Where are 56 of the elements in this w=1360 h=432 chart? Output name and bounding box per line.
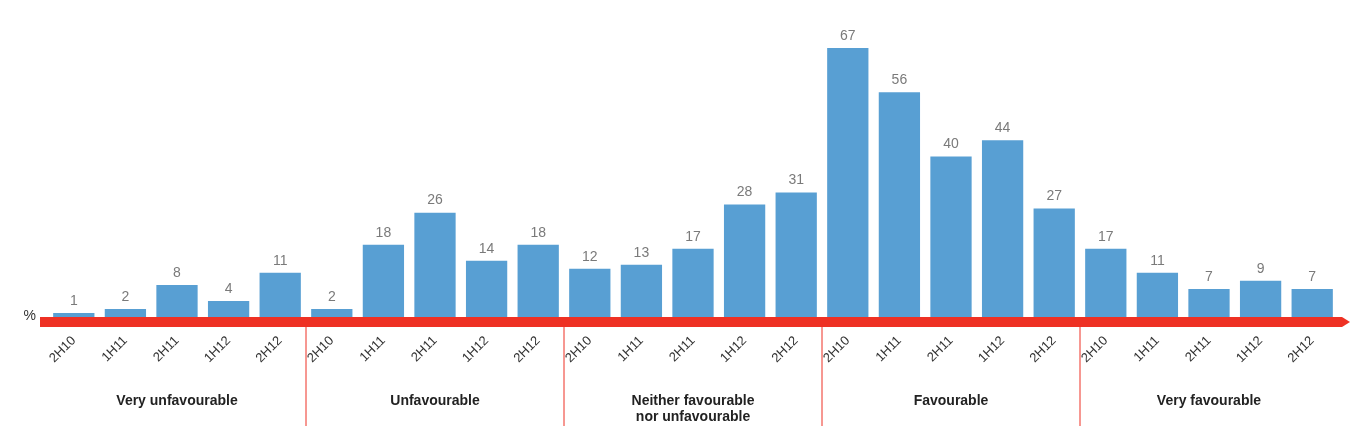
data-label: 12 <box>582 247 598 264</box>
bar <box>311 308 353 317</box>
text: Unfavourable <box>390 391 480 408</box>
bar <box>104 308 147 317</box>
bar <box>517 244 559 317</box>
data-label: 40 <box>943 135 959 152</box>
data-label: 7 <box>1308 267 1317 284</box>
bar <box>827 48 869 317</box>
data-label: 26 <box>427 191 443 208</box>
bar <box>775 192 817 317</box>
bar <box>723 204 766 317</box>
data-label: 44 <box>994 119 1011 136</box>
data-label: 56 <box>891 71 908 88</box>
bar <box>414 212 456 317</box>
bar <box>1188 288 1230 317</box>
bar <box>1085 248 1127 317</box>
bar <box>362 244 405 317</box>
bar <box>259 272 301 317</box>
data-label: 1 <box>69 291 78 308</box>
bar <box>1239 280 1282 317</box>
data-label: 11 <box>272 251 288 268</box>
data-label: 2 <box>327 287 336 304</box>
bar <box>465 260 508 317</box>
data-label: 4 <box>224 279 233 296</box>
data-label: 2 <box>121 287 130 304</box>
bar <box>1291 288 1333 317</box>
bar <box>1033 208 1075 317</box>
bar <box>930 156 972 317</box>
data-label: 7 <box>1205 267 1214 284</box>
bar <box>53 312 95 317</box>
bar <box>620 264 663 317</box>
data-label: 9 <box>1256 259 1265 276</box>
bar <box>156 284 198 317</box>
data-label: 8 <box>173 263 182 280</box>
bar <box>207 300 250 317</box>
data-label: 28 <box>736 183 753 200</box>
data-label: 31 <box>788 171 805 188</box>
y-axis-title: % <box>23 306 36 323</box>
data-label: 14 <box>478 239 495 256</box>
text: Very unfavourable <box>116 391 238 408</box>
data-label: 18 <box>530 223 547 240</box>
data-label: 67 <box>840 26 856 43</box>
data-label: 11 <box>1150 251 1165 268</box>
bar <box>569 268 611 317</box>
data-label: 17 <box>1098 227 1114 244</box>
data-label: 18 <box>375 223 392 240</box>
data-label: 13 <box>633 243 650 260</box>
text: Very favourable <box>1156 391 1262 408</box>
bar <box>878 92 921 317</box>
data-label: 17 <box>685 227 701 244</box>
text: Neither favourable nor unfavourable <box>631 391 755 424</box>
bar <box>672 248 714 317</box>
bar <box>981 140 1024 317</box>
data-label: 27 <box>1046 187 1063 204</box>
text: Favourable <box>913 391 989 408</box>
bar <box>1136 272 1179 317</box>
